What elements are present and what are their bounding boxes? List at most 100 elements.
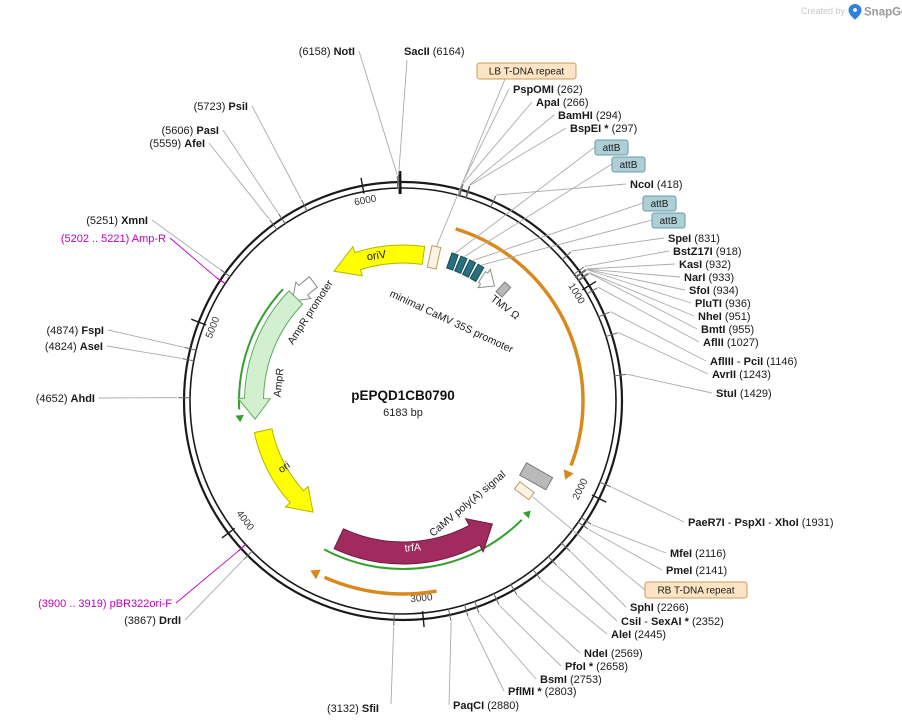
trfa-direction-arc[interactable] [323, 519, 523, 570]
leader-line [469, 127, 567, 186]
site-label-4874-fspi[interactable]: (4874) FspI [47, 325, 104, 337]
boxed-label-attb-4[interactable]: attB [660, 216, 678, 227]
site-label-aflii-1027[interactable]: AflII (1027) [703, 337, 759, 349]
trfa-label[interactable]: trfA [404, 541, 421, 554]
site-label-pfoi-2658[interactable]: PfoI * (2658) [565, 661, 628, 673]
ampr-direction-arc[interactable] [238, 288, 284, 410]
site-label-paqci-2880[interactable]: PaqCI (2880) [453, 700, 519, 712]
ori-feature[interactable] [253, 428, 314, 513]
site-label-csii-sexai-2352[interactable]: CsiI - SexAI * (2352) [621, 616, 724, 628]
scale-tick-3000 [421, 611, 425, 628]
site-label-nhei-951[interactable]: NheI (951) [698, 311, 751, 323]
attb-site-3[interactable] [461, 259, 477, 278]
site-label-4824-asei[interactable]: (4824) AseI [45, 341, 103, 353]
rb-tdna-repeat-feature[interactable] [513, 481, 535, 501]
site-label-3867-drdi[interactable]: (3867) DrdI [124, 615, 181, 627]
attb-site-4[interactable] [469, 263, 485, 283]
leader-line [591, 524, 667, 554]
site-label-bsmi-2753[interactable]: BsmI (2753) [540, 674, 602, 686]
site-label-bspei-297[interactable]: BspEI * (297) [570, 123, 637, 135]
site-tick-stui-1429 [613, 373, 627, 377]
attb-label-box-1[interactable] [594, 139, 629, 156]
site-label-pflmi-2803[interactable]: PflMI * (2803) [508, 686, 576, 698]
ampr-promoter-feature[interactable] [291, 276, 318, 302]
leader-line [588, 272, 695, 317]
tmv-omega-label[interactable]: TMV Ω [488, 293, 522, 322]
leader-line [463, 101, 533, 184]
tdna-label-box-5[interactable] [644, 581, 748, 599]
tdna-span-bottom-arc[interactable] [323, 575, 437, 596]
site-tick-5251-xmni [220, 269, 232, 278]
site-label-sphi-2266[interactable]: SphI (2266) [630, 602, 689, 614]
site-label-ncoi-418[interactable]: NcoI (418) [630, 179, 683, 191]
tdna-span-right-arc[interactable] [455, 227, 585, 467]
camv-polya-signal-feature[interactable] [518, 462, 554, 491]
ampr-direction-arc-arrowhead [235, 414, 244, 423]
boxed-label-attb-1[interactable]: attB [603, 143, 621, 154]
site-label-ndei-2569[interactable]: NdeI (2569) [584, 648, 643, 660]
site-label-alei-2445[interactable]: AleI (2445) [611, 629, 666, 641]
site-label-4652-ahdi[interactable]: (4652) AhdI [36, 393, 95, 405]
site-label-5251-xmni[interactable]: (5251) XmnI [86, 215, 148, 227]
tmv-omega-feature[interactable] [495, 281, 512, 298]
site-label-mfei-2116[interactable]: MfeI (2116) [670, 548, 726, 560]
site-tick-afliii-pcii-1146 [597, 311, 610, 318]
site-tick-apai-266 [459, 184, 464, 197]
site-label-paer7i-pspxi-xhoi-1931[interactable]: PaeR7I - PspXI - XhoI (1931) [688, 517, 834, 529]
plasmid-name: pEPQD1CB0790 [351, 388, 455, 403]
attb-label-box-4[interactable] [651, 212, 686, 229]
site-label-stui-1429[interactable]: StuI (1429) [716, 388, 772, 400]
site-label-sacii-6164[interactable]: SacII (6164) [404, 46, 465, 58]
leader-line [222, 129, 279, 213]
attb-label-box-3[interactable] [642, 195, 677, 212]
tdna-span-right-arc-arrowhead [563, 469, 574, 480]
site-label-bamhi-294[interactable]: BamHI (294) [558, 110, 622, 122]
leader-line [618, 332, 709, 375]
ampr-feature[interactable] [236, 290, 304, 420]
leader-line [586, 269, 692, 304]
site-label-bmti-955[interactable]: BmtI (955) [701, 324, 754, 336]
site-tick-bamhi-294 [464, 185, 470, 199]
minimal-camv-35s-promoter-feature[interactable] [477, 267, 496, 289]
oriv-feature[interactable] [333, 244, 426, 277]
site-label-kasi-932[interactable]: KasI (932) [679, 259, 731, 271]
site-label-pspomi-262[interactable]: PspOMI (262) [513, 84, 583, 96]
leader-line [478, 613, 537, 680]
leader-line [208, 142, 270, 220]
site-label-5559-afei[interactable]: (5559) AfeI [149, 138, 205, 150]
site-label-apai-266[interactable]: ApaI (266) [536, 97, 589, 109]
tdna-label-box-0[interactable] [476, 62, 577, 80]
site-label-pmei-2141[interactable]: PmeI (2141) [666, 565, 727, 577]
boxed-label-attb-2[interactable]: attB [620, 160, 638, 171]
attb-site-1[interactable] [446, 252, 459, 271]
primer-label-3900-3919-pbr322ori-f[interactable]: (3900 .. 3919) pBR322ori-F [38, 598, 172, 610]
site-label-spei-831[interactable]: SpeI (831) [668, 233, 720, 245]
site-label-afliii-pcii-1146[interactable]: AflIII - PciI (1146) [710, 356, 797, 368]
snapgene-watermark: Created by SnapGene [801, 4, 902, 20]
attb-site-2[interactable] [454, 255, 468, 275]
scale-tick-1000 [582, 280, 597, 291]
boxed-label-rb-t-dna-repeat-5[interactable]: RB T-DNA repeat [657, 586, 734, 597]
site-label-6158-noti[interactable]: (6158) NotI [299, 46, 355, 58]
site-label-nari-933[interactable]: NarI (933) [684, 272, 734, 284]
boxed-label-attb-3[interactable]: attB [651, 199, 669, 210]
oriv-label[interactable]: oriV [366, 248, 388, 263]
attb-label-box-2[interactable] [611, 156, 646, 173]
boxed-label-lb-t-dna-repeat-0[interactable]: LB T-DNA repeat [489, 67, 565, 78]
lb-tdna-repeat-feature[interactable] [426, 245, 442, 270]
ampr-label[interactable]: AmpR [272, 367, 287, 398]
site-label-pluti-936[interactable]: PluTI (936) [695, 298, 751, 310]
site-label-5606-pasi[interactable]: (5606) PasI [162, 125, 220, 137]
trfa-feature[interactable] [333, 518, 493, 565]
site-label-3132-sfii[interactable]: (3132) SfiI [327, 703, 379, 715]
site-label-bstz17i-918[interactable]: BstZ17I (918) [673, 246, 742, 258]
site-tick-ndei-2569 [509, 583, 518, 596]
site-label-avrii-1243[interactable]: AvrII (1243) [712, 369, 771, 381]
primer-label-5202-5221-amp-r[interactable]: (5202 .. 5221) Amp-R [61, 233, 166, 245]
leader-line [532, 496, 646, 591]
site-label-sfoi-934[interactable]: SfoI (934) [689, 285, 739, 297]
site-label-5723-psii[interactable]: (5723) PsiI [194, 101, 248, 113]
leader-line [436, 78, 506, 247]
ori-label[interactable]: ori [276, 459, 292, 476]
leader-line [184, 560, 244, 621]
